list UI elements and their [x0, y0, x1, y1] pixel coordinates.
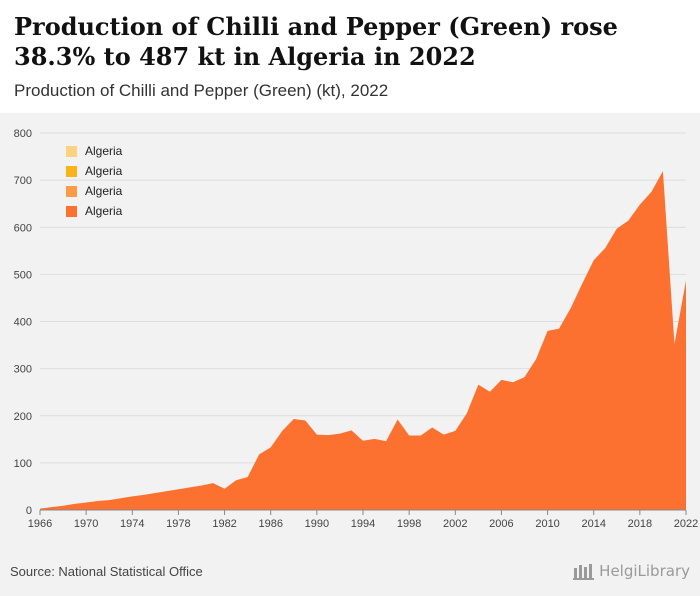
y-tick-label: 100: [14, 458, 32, 470]
header: Production of Chilli and Pepper (Green) …: [0, 0, 700, 112]
x-tick-label: 2006: [489, 518, 513, 530]
x-tick-label: 1994: [351, 518, 375, 530]
area-series: [40, 171, 686, 510]
grid-lines: [40, 132, 686, 511]
footer: Source: National Statistical Office Helg…: [0, 556, 700, 596]
x-tick-label: 2014: [581, 518, 605, 530]
legend-label: Algeria: [85, 164, 123, 178]
y-tick-label: 700: [14, 175, 32, 187]
legend-swatch: [66, 165, 77, 177]
area-chart: 0 100 200 300 400 500 600 700 800 1966 1970 1974 197…: [14, 128, 699, 530]
x-tick-label: 1986: [258, 518, 282, 530]
y-tick-label: 400: [14, 317, 32, 329]
y-tick-label: 800: [14, 128, 32, 140]
y-tick-label: 500: [14, 269, 32, 281]
x-tick-label: 1998: [397, 518, 421, 530]
y-tick-label: 200: [14, 411, 32, 423]
y-tick-label: 300: [14, 364, 32, 376]
legend-label: Algeria: [85, 144, 123, 158]
x-tick-label: 1970: [74, 518, 98, 530]
x-tick-label: 2002: [443, 518, 467, 530]
legend-swatch: [66, 185, 77, 197]
y-tick-label: 600: [14, 222, 32, 234]
x-tick-label: 1990: [305, 518, 329, 530]
legend-item: Algeria: [66, 201, 122, 221]
x-tick-label: 2022: [674, 518, 698, 530]
legend-item: Algeria: [66, 161, 122, 181]
x-tick-label: 1966: [28, 518, 52, 530]
x-tick-label: 2010: [535, 518, 559, 530]
y-tick-label: 0: [26, 505, 32, 517]
x-tick-label: 1982: [212, 518, 236, 530]
logo-text: HelgiLibrary: [599, 562, 690, 580]
legend-label: Algeria: [85, 204, 123, 218]
helgi-library-logo[interactable]: HelgiLibrary: [573, 562, 690, 580]
legend-swatch: [66, 205, 77, 217]
legend-item: Algeria: [66, 141, 122, 161]
axes: 0 100 200 300 400 500 600 700 800 1966 1970 1974 197…: [14, 128, 699, 530]
legend-swatch: [66, 145, 77, 157]
chart-subtitle: Production of Chilli and Pepper (Green) …: [14, 81, 389, 100]
legend-label: Algeria: [85, 184, 123, 198]
chart-title: Production of Chilli and Pepper (Green) …: [14, 12, 618, 71]
legend-item: Algeria: [66, 181, 122, 201]
x-tick-label: 2018: [628, 518, 652, 530]
area-series-algeria: [40, 171, 686, 510]
source-note: Source: National Statistical Office: [10, 564, 203, 579]
chart-area: 0 100 200 300 400 500 600 700 800 1966 1970 1974 197…: [0, 113, 700, 556]
legend: Algeria Algeria Algeria Algeria: [66, 141, 122, 221]
x-tick-label: 1974: [120, 518, 144, 530]
x-tick-label: 1978: [166, 518, 190, 530]
library-icon: [573, 564, 595, 580]
